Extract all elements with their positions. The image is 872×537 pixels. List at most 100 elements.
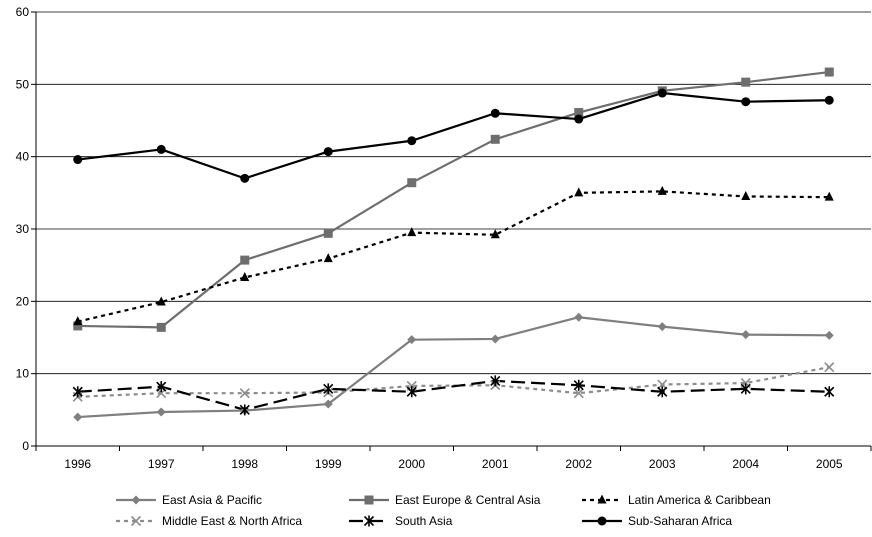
- data-point: [824, 95, 834, 105]
- axes: [31, 11, 872, 451]
- data-point: [239, 404, 250, 416]
- legend-swatch-marker: [130, 515, 142, 527]
- data-point: [240, 255, 250, 265]
- data-point: [407, 178, 417, 188]
- legend-swatch-marker: [597, 494, 607, 504]
- y-tick-label: 50: [16, 77, 30, 91]
- data-point: [574, 187, 584, 197]
- data-point: [73, 412, 83, 422]
- data-point: [741, 97, 751, 107]
- data-point: [824, 362, 835, 373]
- series-markers: [72, 67, 835, 422]
- legend-label: East Asia & Pacific: [162, 493, 262, 507]
- data-point: [657, 379, 668, 390]
- series-line: [77, 379, 830, 411]
- legend-item: Sub-Saharan Africa: [582, 514, 732, 528]
- x-tick-label: 2002: [565, 457, 592, 471]
- x-axis-tick-labels: 1996 1997 1998 1999 2000 2001 2002 2003 2004 2005: [64, 457, 843, 471]
- y-tick-label: 40: [16, 150, 30, 164]
- data-point: [824, 191, 834, 201]
- data-point: [490, 375, 501, 387]
- data-point: [407, 227, 417, 237]
- data-point: [573, 388, 584, 399]
- data-point: [490, 108, 500, 118]
- legend-label: South Asia: [395, 514, 453, 528]
- data-point: [156, 296, 166, 306]
- legend-label: Middle East & North Africa: [162, 514, 302, 528]
- data-point: [741, 190, 751, 200]
- gridlines: [36, 11, 871, 375]
- data-point: [490, 334, 500, 344]
- y-tick-label: 0: [22, 439, 29, 453]
- data-point: [574, 108, 584, 118]
- data-point: [323, 228, 333, 238]
- legend-swatch-marker: [131, 495, 141, 505]
- x-tick-label: 2001: [482, 457, 509, 471]
- data-point: [406, 386, 417, 398]
- data-point: [741, 77, 751, 87]
- x-tick-label: 1997: [148, 457, 175, 471]
- legend-swatch-marker: [597, 516, 607, 526]
- data-point: [323, 383, 334, 395]
- data-point: [240, 271, 250, 281]
- data-point: [156, 381, 167, 393]
- data-point: [73, 316, 83, 326]
- y-tick-label: 30: [16, 222, 30, 236]
- data-point: [490, 229, 500, 239]
- legend-item: Latin America & Caribbean: [582, 493, 771, 507]
- data-point: [239, 388, 250, 399]
- data-point: [824, 330, 834, 340]
- data-point: [72, 386, 83, 398]
- x-tick-label: 1996: [64, 457, 91, 471]
- y-axis-tick-labels: 0 10 20 30 40 50 60: [16, 5, 30, 453]
- series-lines: [77, 70, 830, 419]
- data-point: [740, 383, 751, 395]
- series-line: [77, 316, 830, 419]
- x-tick-label: 2005: [816, 457, 843, 471]
- x-tick-label: 1998: [231, 457, 258, 471]
- x-tick-label: 1999: [315, 457, 342, 471]
- series-line: [77, 190, 830, 323]
- data-point: [407, 136, 417, 146]
- legend-label: Sub-Saharan Africa: [628, 514, 732, 528]
- y-tick-label: 20: [16, 294, 30, 308]
- legend-item: South Asia: [349, 514, 453, 528]
- data-point: [407, 335, 417, 345]
- series-line: [77, 70, 830, 329]
- data-point: [323, 147, 333, 157]
- legend-swatch-marker: [363, 515, 375, 527]
- data-point: [323, 253, 333, 263]
- series-line: [77, 91, 830, 180]
- legend-item: East Europe & Central Asia: [349, 493, 541, 507]
- data-point: [490, 134, 500, 144]
- x-tick-label: 2004: [732, 457, 759, 471]
- x-tick-label: 2000: [398, 457, 425, 471]
- series-line: [77, 366, 830, 398]
- data-point: [73, 155, 83, 165]
- legend-item: East Asia & Pacific: [116, 493, 262, 507]
- legend: East Asia & Pacific East Europe & Central…: [116, 493, 771, 528]
- legend-item: Middle East & North Africa: [116, 514, 302, 528]
- legend-swatch-marker: [364, 495, 374, 505]
- data-point: [657, 88, 667, 98]
- data-point: [574, 114, 584, 124]
- data-point: [573, 379, 584, 391]
- data-point: [156, 144, 166, 154]
- legend-label: Latin America & Caribbean: [628, 493, 771, 507]
- data-point: [156, 322, 166, 332]
- data-point: [657, 185, 667, 195]
- data-point: [73, 321, 83, 331]
- data-point: [741, 330, 751, 340]
- data-point: [657, 386, 668, 398]
- y-tick-label: 10: [16, 367, 30, 381]
- y-tick-label: 60: [16, 5, 30, 19]
- data-point: [824, 67, 834, 77]
- legend-label: East Europe & Central Asia: [395, 493, 541, 507]
- data-point: [240, 173, 250, 183]
- data-point: [323, 399, 333, 409]
- data-point: [574, 312, 584, 322]
- x-tick-label: 2003: [649, 457, 676, 471]
- data-point: [657, 322, 667, 332]
